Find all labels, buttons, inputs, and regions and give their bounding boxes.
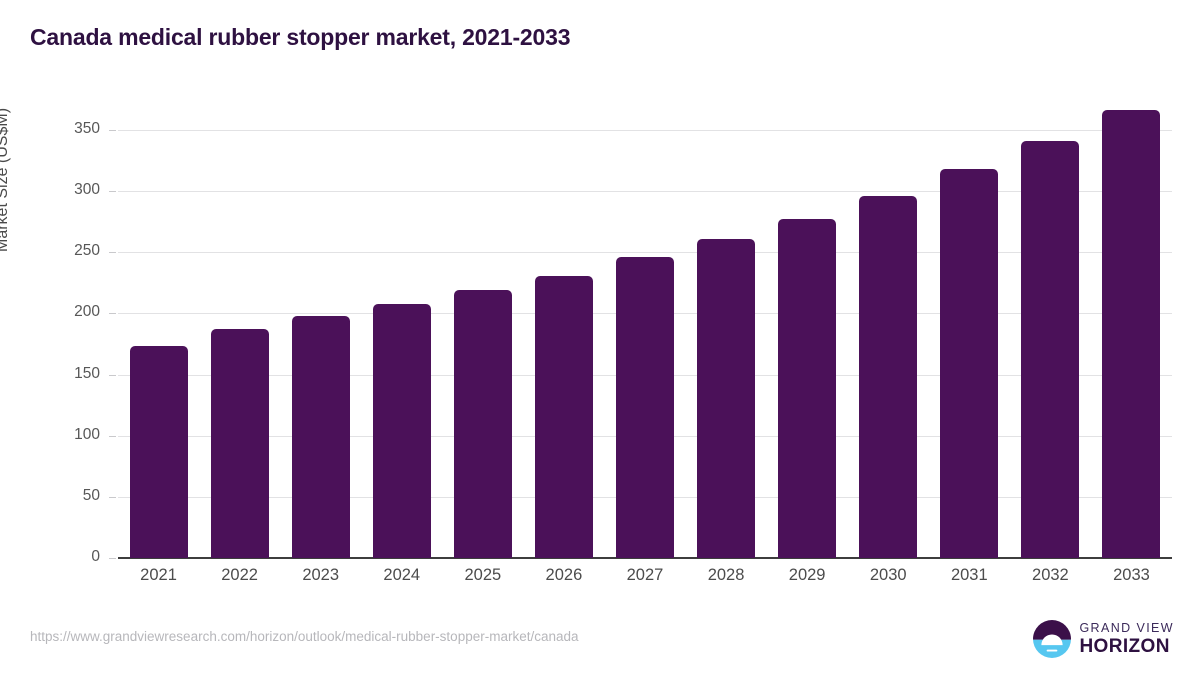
x-tick-label: 2027 xyxy=(626,566,664,584)
x-tick-label: 2029 xyxy=(788,566,826,584)
bar[interactable] xyxy=(1102,110,1161,558)
bar[interactable] xyxy=(534,275,593,558)
logo-line-grand-view: GRAND VIEW xyxy=(1079,620,1174,635)
y-tick-mark xyxy=(109,435,116,437)
logo-line-horizon: HORIZON xyxy=(1079,636,1170,658)
source-url[interactable]: https://www.grandviewresearch.com/horizo… xyxy=(30,629,579,644)
y-tick-mark xyxy=(109,374,116,376)
bar[interactable] xyxy=(210,329,269,558)
x-tick-label: 2022 xyxy=(221,566,258,584)
bar[interactable] xyxy=(940,169,999,558)
bar[interactable] xyxy=(453,290,512,558)
y-axis-title: Market Size (US$M) xyxy=(0,107,11,252)
y-tick-label: 0 xyxy=(91,548,100,565)
y-tick-mark xyxy=(109,496,116,498)
x-tick-label: 2030 xyxy=(869,566,907,584)
bar[interactable] xyxy=(778,219,837,558)
bar[interactable] xyxy=(129,346,188,558)
bar[interactable] xyxy=(697,238,756,558)
x-tick-label: 2024 xyxy=(383,566,421,584)
y-tick-mark xyxy=(109,191,116,193)
x-tick-label: 2032 xyxy=(1032,566,1069,584)
y-tick-label: 300 xyxy=(74,181,100,199)
y-tick-mark xyxy=(109,313,116,315)
bar[interactable] xyxy=(291,315,350,558)
y-tick-label: 200 xyxy=(74,303,100,321)
logo-wordmark: GRAND VIEW HORIZON xyxy=(1079,622,1174,657)
page-title: Canada medical rubber stopper market, 20… xyxy=(30,24,571,50)
x-tick-label: 2031 xyxy=(950,566,988,584)
bar[interactable] xyxy=(859,196,918,558)
bar[interactable] xyxy=(1021,141,1080,558)
x-tick-label: 2025 xyxy=(464,566,502,584)
y-tick-mark xyxy=(109,558,116,559)
grand-view-horizon-logo[interactable]: GRAND VIEW HORIZON xyxy=(1033,620,1174,658)
x-tick-label: 2023 xyxy=(302,566,340,584)
y-tick-label: 250 xyxy=(74,242,100,260)
y-tick-label: 100 xyxy=(74,425,100,443)
gridline xyxy=(118,130,1172,131)
bar[interactable] xyxy=(616,257,674,558)
y-tick-label: 350 xyxy=(74,120,100,137)
y-tick-mark xyxy=(109,130,116,131)
gridline xyxy=(118,191,1172,193)
x-tick-label: 2021 xyxy=(140,566,177,584)
bar[interactable] xyxy=(372,303,431,558)
y-tick-label: 150 xyxy=(74,364,100,382)
x-tick-label: 2033 xyxy=(1113,566,1150,584)
x-tick-label: 2028 xyxy=(707,566,745,584)
bars-group xyxy=(118,110,1172,558)
horizon-sun-circle-icon xyxy=(1033,620,1072,658)
x-tick-label: 2026 xyxy=(545,566,583,584)
y-tick-label: 50 xyxy=(82,486,100,504)
y-tick-mark xyxy=(109,252,116,254)
gridline xyxy=(118,252,1172,254)
